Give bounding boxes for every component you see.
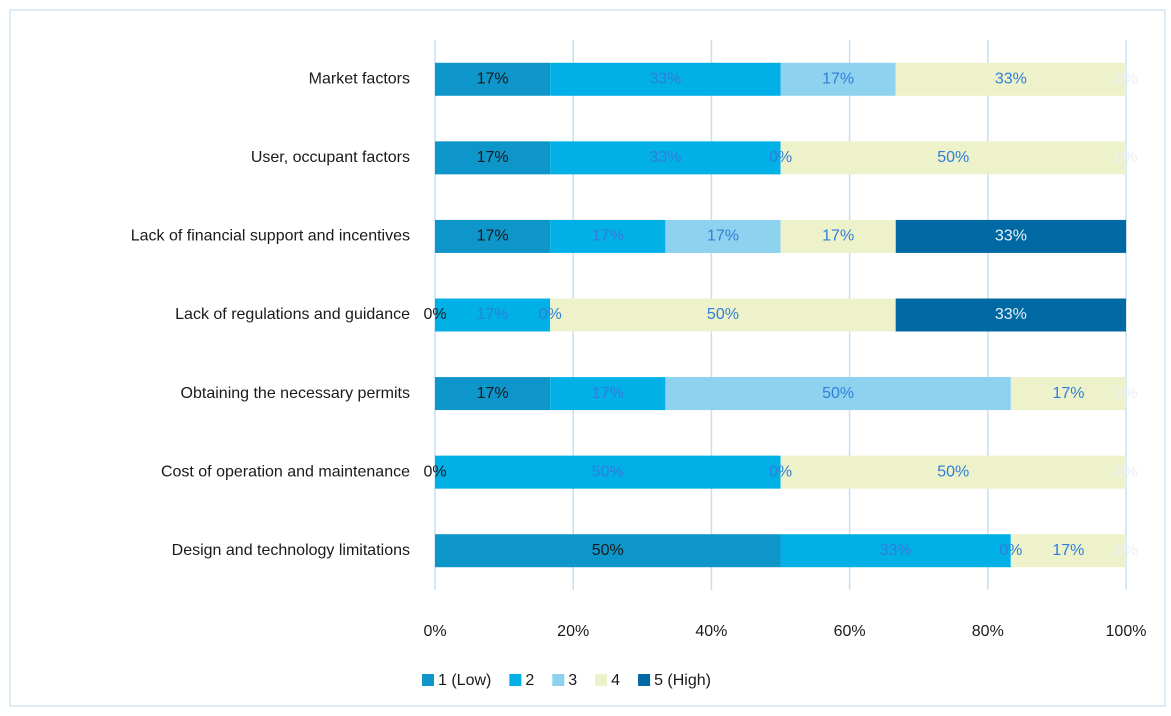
category-label: Lack of regulations and guidance xyxy=(175,306,410,323)
data-label: 0% xyxy=(539,306,562,323)
bar-segment xyxy=(780,219,896,253)
bar-segment xyxy=(550,141,781,175)
bar-segment xyxy=(780,62,896,96)
data-label: 17% xyxy=(592,228,624,245)
bar-segment xyxy=(895,298,1126,332)
legend-label: 1 (Low) xyxy=(438,672,491,689)
data-label: 17% xyxy=(477,306,509,323)
category-label: User, occupant factors xyxy=(251,149,410,166)
data-label: 50% xyxy=(937,463,969,480)
data-label: 17% xyxy=(477,149,509,166)
data-label: 50% xyxy=(707,306,739,323)
data-label: 17% xyxy=(1052,542,1084,559)
legend-label: 3 xyxy=(568,672,577,689)
category-label: Design and technology limitations xyxy=(172,542,410,559)
data-label: 0% xyxy=(423,463,446,480)
legend-label: 4 xyxy=(611,672,620,689)
data-label: 50% xyxy=(822,385,854,402)
data-label: 0% xyxy=(999,542,1022,559)
data-label: 50% xyxy=(592,542,624,559)
bar-segment xyxy=(780,141,1126,175)
bar-segment xyxy=(780,534,1011,568)
data-label: 33% xyxy=(649,71,681,88)
data-label: 50% xyxy=(937,149,969,166)
category-label: Market factors xyxy=(309,71,410,88)
data-label: 0% xyxy=(769,463,792,480)
legend-label: 5 (High) xyxy=(654,672,711,689)
bar-segment xyxy=(550,377,666,411)
bar-segment xyxy=(895,219,1127,253)
bar-segment xyxy=(1010,534,1126,568)
data-label: 0% xyxy=(1114,149,1137,166)
legend-swatch xyxy=(422,674,434,686)
data-label: 0% xyxy=(769,149,792,166)
data-label: 17% xyxy=(477,228,509,245)
bar-segment xyxy=(435,62,551,96)
bar-segment xyxy=(550,62,781,96)
bar-segment xyxy=(435,534,781,568)
x-tick-label: 20% xyxy=(557,623,589,640)
data-label: 17% xyxy=(822,71,854,88)
chart-border xyxy=(9,9,1166,707)
data-label: 17% xyxy=(707,228,739,245)
x-tick-label: 100% xyxy=(1106,623,1147,640)
category-label: Cost of operation and maintenance xyxy=(161,463,410,480)
x-tick-label: 80% xyxy=(972,623,1004,640)
data-label: 17% xyxy=(477,71,509,88)
legend-swatch xyxy=(509,674,522,686)
bar-segment xyxy=(435,141,551,175)
legend-swatch xyxy=(552,674,565,686)
bar-segment xyxy=(665,219,781,253)
data-label: 17% xyxy=(592,385,624,402)
x-tick-label: 40% xyxy=(695,623,727,640)
data-label: 33% xyxy=(880,542,912,559)
legend-swatch xyxy=(638,674,651,686)
data-label: 33% xyxy=(995,228,1027,245)
data-label: 50% xyxy=(592,463,624,480)
data-label: 0% xyxy=(1114,542,1137,559)
bar-segment xyxy=(550,219,666,253)
data-label: 17% xyxy=(822,228,854,245)
x-tick-label: 0% xyxy=(423,623,446,640)
data-label: 33% xyxy=(995,306,1027,323)
data-label: 0% xyxy=(1115,385,1138,402)
category-label: Lack of financial support and incentives xyxy=(131,228,410,245)
bar-segment xyxy=(435,455,781,489)
data-label: 17% xyxy=(477,385,509,402)
legend-label: 2 xyxy=(525,672,534,689)
x-tick-label: 60% xyxy=(834,623,866,640)
data-label: 0% xyxy=(1114,463,1137,480)
data-label: 17% xyxy=(1052,385,1084,402)
data-label: 0% xyxy=(1114,71,1137,88)
bar-segment xyxy=(665,377,1011,411)
legend-swatch xyxy=(595,674,608,686)
bar-segment xyxy=(550,298,896,332)
category-label: Obtaining the necessary permits xyxy=(181,385,410,402)
bar-segment xyxy=(1010,377,1127,411)
bar-segment xyxy=(435,219,551,253)
bar-segment xyxy=(435,298,551,332)
data-label: 33% xyxy=(649,149,681,166)
bar-segment xyxy=(895,62,1126,96)
data-label: 0% xyxy=(423,306,446,323)
data-label: 33% xyxy=(995,71,1027,88)
bar-segment xyxy=(435,377,551,411)
bar-segment xyxy=(780,455,1126,489)
